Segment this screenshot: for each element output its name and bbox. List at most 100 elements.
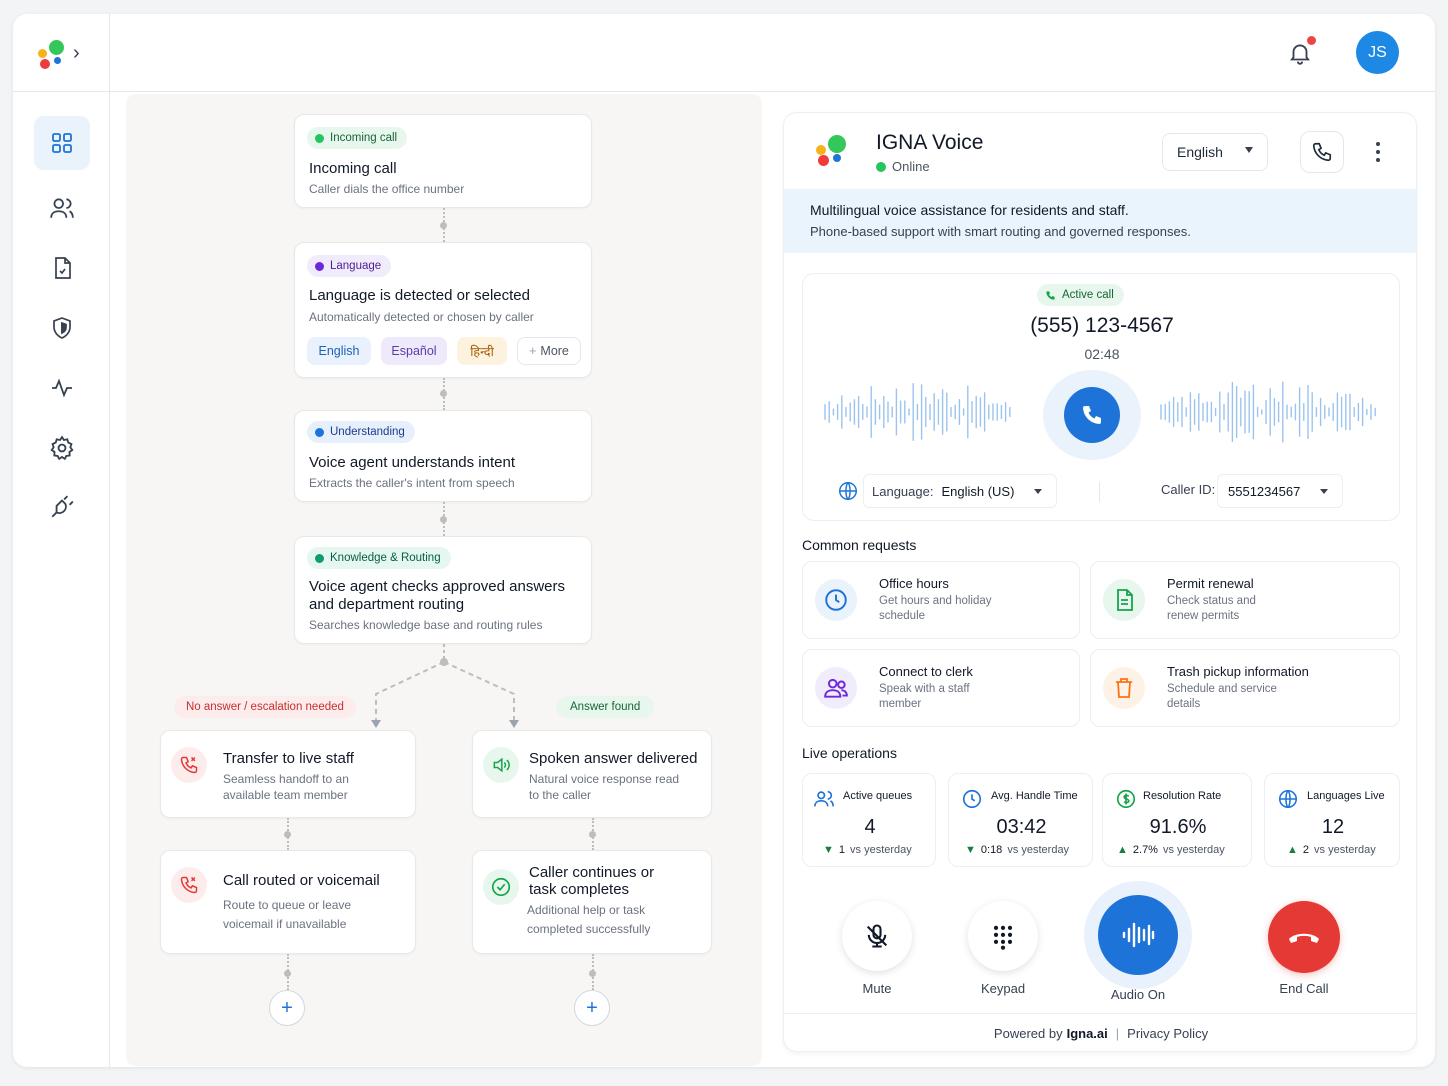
step-title: Voice agent understands intent	[309, 454, 515, 471]
app-logo[interactable]	[35, 38, 87, 70]
sidebar-item-documents[interactable]	[34, 241, 90, 295]
dollar-icon	[1116, 789, 1136, 809]
connector-dot	[440, 222, 447, 229]
request-connect-clerk[interactable]: Connect to clerk Speak with a staff memb…	[802, 649, 1080, 727]
stat-value: 03:42	[996, 816, 1047, 838]
step-subtitle-line1: Route to queue or leave	[223, 898, 352, 912]
keypad-icon	[993, 925, 1013, 950]
step-subtitle: Extracts the caller's intent from speech	[309, 476, 515, 490]
more-languages-button[interactable]: + More	[517, 337, 581, 365]
voice-agent-panel: IGNA Voice Online English Multilingual v…	[783, 112, 1417, 1052]
stat-delta: ▼ 0:18 vs yesterday	[965, 844, 1070, 856]
language-chip-english[interactable]: English	[307, 337, 371, 365]
request-title: Office hours	[879, 576, 949, 591]
waveform-right	[1160, 381, 1376, 443]
common-requests-title: Common requests	[802, 537, 917, 553]
privacy-policy-link[interactable]: Privacy Policy	[1127, 1026, 1209, 1041]
add-step-right-button[interactable]: +	[574, 990, 610, 1026]
step-subtitle-line2: available team member	[223, 788, 348, 802]
step-subtitle-line1: Natural voice response read	[529, 772, 680, 786]
step-title-line2: task completes	[529, 881, 630, 898]
notification-bell-icon[interactable]	[1287, 40, 1313, 66]
request-subtitle-line1: Schedule and service	[1167, 683, 1277, 695]
step-title: Transfer to live staff	[223, 750, 354, 767]
sidebar-item-dashboard[interactable]	[34, 116, 90, 170]
add-step-left-button[interactable]: +	[269, 990, 305, 1026]
clock-icon	[962, 789, 982, 809]
call-language-select[interactable]: Language: English (US)	[863, 474, 1057, 508]
request-office-hours[interactable]: Office hours Get hours and holiday sched…	[802, 561, 1080, 639]
request-title: Permit renewal	[1167, 576, 1254, 591]
audio-on-button[interactable]	[1098, 895, 1178, 975]
step-title: Spoken answer delivered	[529, 750, 698, 767]
stat-avg-handle-time: Avg. Handle Time 03:42 ▼ 0:18 vs yesterday	[948, 773, 1093, 867]
language-chip-espanol[interactable]: Español	[381, 337, 447, 365]
sidebar-item-integrations[interactable]	[34, 480, 90, 534]
flow-step-knowledge-routing[interactable]: Knowledge & Routing Voice agent checks a…	[294, 536, 592, 644]
igna-logo	[814, 135, 854, 171]
user-avatar[interactable]: JS	[1356, 31, 1399, 74]
step-title-line1: Caller continues or	[529, 864, 655, 881]
escalation-branch-label: No answer / escalation needed	[174, 696, 356, 718]
live-operations-title: Live operations	[802, 745, 897, 761]
language-select[interactable]: English	[1162, 133, 1268, 171]
expand-sidebar-chevron-icon[interactable]: ›	[73, 42, 80, 64]
answer-found-branch-label: Answer found	[556, 696, 655, 718]
branch-connector	[371, 644, 519, 728]
end-call-button[interactable]	[1268, 901, 1340, 973]
brand-link[interactable]: Igna.ai	[1066, 1026, 1108, 1041]
sidebar-item-settings[interactable]	[34, 421, 90, 475]
stat-label: Languages Live	[1307, 790, 1385, 802]
stat-delta: ▲ 2.7% vs yesterday	[1117, 844, 1225, 856]
caller-id-label: Caller ID:	[1161, 482, 1216, 497]
connector-dot	[284, 970, 291, 977]
request-trash-pickup[interactable]: Trash pickup information Schedule and se…	[1090, 649, 1400, 727]
trash-icon	[1103, 667, 1145, 709]
flow-step-spoken-answer[interactable]: Spoken answer delivered Natural voice re…	[472, 730, 712, 818]
active-call-phone-button[interactable]	[1064, 387, 1120, 443]
request-subtitle-line2: details	[1167, 698, 1201, 710]
request-subtitle-line1: Get hours and holiday	[879, 595, 992, 607]
step-subtitle: Searches knowledge base and routing rule…	[309, 618, 543, 632]
agent-name: IGNA Voice	[876, 131, 984, 154]
flow-step-caller-continues[interactable]: Caller continues or task completes Addit…	[472, 850, 712, 954]
step-subtitle-line1: Additional help or task	[527, 903, 646, 917]
plug-icon	[51, 495, 74, 518]
language-chip-hindi[interactable]: हिन्दी	[457, 337, 507, 365]
connector-dot	[589, 970, 596, 977]
step-title-line1: Voice agent checks approved answers	[309, 578, 565, 595]
sidebar-item-security[interactable]	[34, 301, 90, 355]
check-circle-icon	[483, 869, 519, 905]
request-subtitle-line1: Check status and	[1167, 595, 1256, 607]
call-button[interactable]	[1300, 131, 1344, 173]
step-subtitle-line2: voicemail if unavailable	[223, 917, 347, 931]
stat-label: Active queues	[843, 790, 913, 802]
understanding-badge: Understanding	[307, 421, 415, 443]
flow-step-incoming-call[interactable]: Incoming call Incoming call Caller dials…	[294, 114, 592, 208]
request-subtitle-line2: renew permits	[1167, 610, 1240, 622]
flow-step-understanding[interactable]: Understanding Voice agent understands in…	[294, 410, 592, 502]
waveform-left	[824, 383, 1011, 441]
mute-button[interactable]	[842, 901, 912, 971]
connector-dot	[440, 516, 447, 523]
chevron-down-icon	[1245, 147, 1253, 153]
stat-delta: ▼ 1 vs yesterday	[823, 844, 912, 856]
panel-footer: Powered by Igna.ai | Privacy Policy	[784, 1013, 1416, 1051]
notification-badge	[1307, 36, 1316, 45]
more-options-icon[interactable]	[1368, 139, 1388, 165]
sidebar-item-users[interactable]	[34, 181, 90, 235]
caller-id-select[interactable]: 5551234567	[1217, 474, 1343, 508]
sidebar-item-activity[interactable]	[34, 361, 90, 415]
flow-step-transfer-live-staff[interactable]: Transfer to live staff Seamless handoff …	[160, 730, 416, 818]
stat-value: 12	[1321, 816, 1345, 838]
step-title: Incoming call	[309, 160, 397, 177]
flow-step-call-routed[interactable]: Call routed or voicemail Route to queue …	[160, 850, 416, 954]
keypad-button[interactable]	[968, 901, 1038, 971]
flow-step-language[interactable]: Language Language is detected or selecte…	[294, 242, 592, 378]
shield-icon	[53, 317, 71, 339]
mute-label: Mute	[862, 981, 892, 996]
call-flow-diagram: Incoming call Incoming call Caller dials…	[126, 94, 762, 1066]
request-permit-renewal[interactable]: Permit renewal Check status and renew pe…	[1090, 561, 1400, 639]
gear-icon	[50, 435, 74, 461]
step-title: Language is detected or selected	[309, 287, 530, 304]
